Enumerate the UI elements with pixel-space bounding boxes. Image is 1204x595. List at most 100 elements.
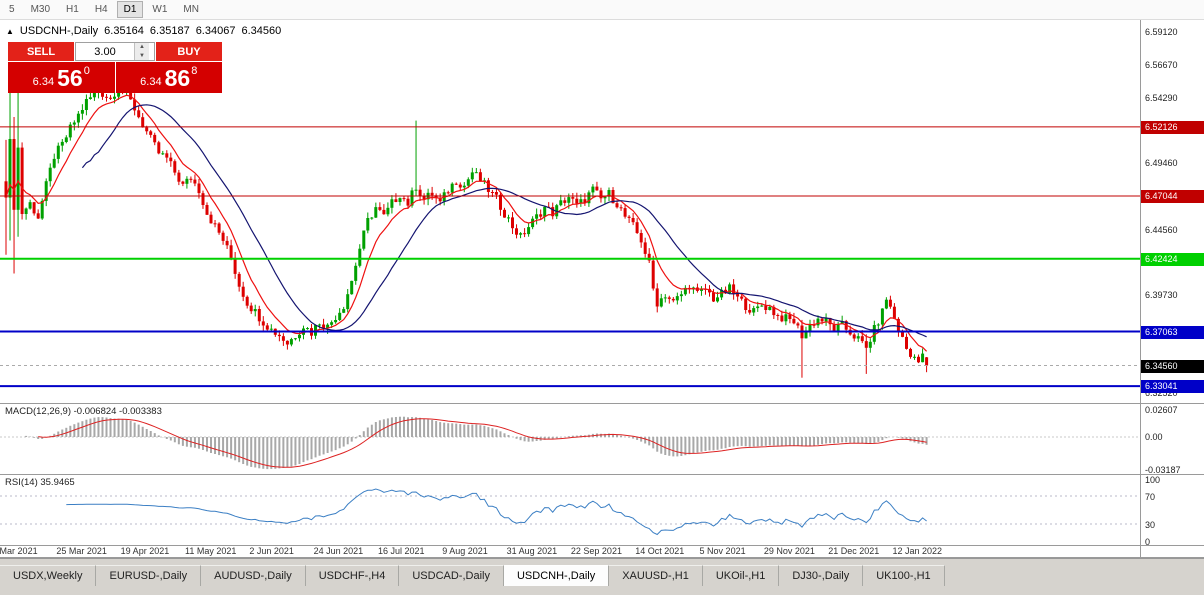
timeframe-button-d1[interactable]: D1 bbox=[116, 1, 144, 18]
timeframe-button-5[interactable]: 5 bbox=[9, 4, 15, 15]
candle-body bbox=[752, 308, 756, 313]
pane-separator[interactable] bbox=[0, 474, 1204, 475]
candle-body bbox=[289, 339, 293, 345]
chart-tab-usdcad-daily[interactable]: USDCAD-,Daily bbox=[399, 565, 504, 586]
volume-increase-button[interactable]: ▲ bbox=[135, 43, 149, 52]
candle-body bbox=[627, 216, 631, 218]
volume-input[interactable] bbox=[76, 43, 134, 60]
candle-body bbox=[659, 298, 663, 307]
workspace-bottom-border bbox=[0, 557, 1204, 558]
chart-tab-usdx-weekly[interactable]: USDX,Weekly bbox=[0, 565, 97, 586]
candle-body bbox=[32, 202, 36, 214]
candle-body bbox=[410, 190, 414, 206]
timeframe-button-h4[interactable]: H4 bbox=[94, 4, 108, 15]
candle-body bbox=[880, 308, 884, 325]
candle-body bbox=[623, 208, 627, 217]
time-axis[interactable]: 3 Mar 2021 25 Mar 2021 19 Apr 2021 11 May 2… bbox=[0, 546, 1140, 558]
candle-body bbox=[354, 265, 358, 281]
candle-body bbox=[494, 192, 498, 195]
candle-body bbox=[285, 340, 289, 345]
candle-body bbox=[346, 294, 350, 310]
candle-body bbox=[217, 223, 221, 233]
candle-body bbox=[740, 296, 744, 299]
symbol-marker-icon: ▲ bbox=[6, 26, 14, 36]
candle-body bbox=[370, 217, 374, 219]
ask-price-box[interactable]: 6.34 86 8 bbox=[115, 62, 222, 93]
candle-body bbox=[265, 325, 269, 330]
candle-body bbox=[334, 320, 338, 323]
ohlc-close-value: 6.34560 bbox=[241, 25, 282, 37]
candle-body bbox=[655, 288, 659, 307]
candle-body bbox=[571, 197, 575, 199]
chart-tab-xauusd-h1[interactable]: XAUUSD-,H1 bbox=[609, 565, 703, 586]
chart-tab-ukoil-h1[interactable]: UKOil-,H1 bbox=[702, 565, 780, 586]
candle-body bbox=[406, 198, 410, 206]
candle-body bbox=[716, 297, 719, 302]
chart-tab-usdchf-h4[interactable]: USDCHF-,H4 bbox=[305, 565, 400, 586]
candle-body bbox=[909, 348, 912, 357]
buy-button[interactable]: BUY bbox=[156, 42, 222, 61]
candle-body bbox=[792, 318, 796, 324]
price-chart-canvas[interactable] bbox=[0, 20, 1140, 403]
candle-body bbox=[430, 192, 434, 196]
candle-body bbox=[80, 110, 84, 114]
bid-price-major: 6.34 bbox=[32, 76, 55, 88]
candle-body bbox=[205, 205, 209, 215]
chart-workspace: ▲ USDCNH-,Daily 6.35164 6.35187 6.34067 … bbox=[0, 20, 1204, 558]
price-axis-tick: 6.54290 bbox=[1145, 92, 1178, 103]
candle-body bbox=[358, 248, 362, 266]
candle-body bbox=[402, 198, 406, 200]
timeframe-button-h1[interactable]: H1 bbox=[66, 4, 79, 15]
candle-body bbox=[539, 214, 543, 217]
bid-price-pips: 56 bbox=[57, 65, 83, 91]
price-axis-tick: 6.39730 bbox=[1145, 290, 1178, 301]
timeframe-button-w1[interactable]: W1 bbox=[152, 4, 168, 15]
rsi-indicator-canvas[interactable] bbox=[0, 475, 1140, 545]
candle-body bbox=[209, 214, 213, 224]
price-axis[interactable]: 6.59120 6.56670 6.54290 6.49460 6.44560 6.397… bbox=[1140, 20, 1204, 558]
candle-body bbox=[462, 185, 466, 188]
rsi-axis-tick: 100 bbox=[1145, 475, 1161, 485]
time-axis-label: 22 Sep 2021 bbox=[570, 546, 622, 556]
chart-plot-area[interactable]: ▲ USDCNH-,Daily 6.35164 6.35187 6.34067 … bbox=[0, 20, 1140, 558]
candle-body bbox=[470, 172, 474, 180]
macd-axis-tick: 0.02607 bbox=[1145, 405, 1178, 416]
candle-body bbox=[366, 218, 370, 231]
candle-body bbox=[756, 306, 760, 309]
candle-body bbox=[675, 296, 679, 301]
candle-body bbox=[4, 181, 8, 198]
candle-body bbox=[490, 192, 494, 193]
candle-body bbox=[643, 242, 647, 254]
candle-body bbox=[700, 288, 703, 291]
candle-body bbox=[768, 306, 772, 310]
candle-body bbox=[788, 314, 792, 319]
candle-body bbox=[269, 328, 273, 330]
candle-body bbox=[185, 178, 189, 184]
price-axis-tick: 6.44560 bbox=[1145, 224, 1178, 235]
candle-body bbox=[253, 309, 257, 312]
sell-button[interactable]: SELL bbox=[8, 42, 74, 61]
timeframe-button-mn[interactable]: MN bbox=[183, 4, 199, 15]
candle-body bbox=[872, 325, 876, 342]
chart-tab-usdcnh-daily[interactable]: USDCNH-,Daily bbox=[503, 565, 610, 586]
chart-tab-eurusd-daily[interactable]: EURUSD-,Daily bbox=[96, 565, 202, 586]
chart-tab-dj30-daily[interactable]: DJ30-,Daily bbox=[779, 565, 864, 586]
pane-separator[interactable] bbox=[0, 403, 1204, 404]
candle-body bbox=[257, 309, 261, 322]
candle-body bbox=[8, 139, 12, 198]
candle-body bbox=[563, 200, 567, 203]
candle-body bbox=[438, 197, 442, 202]
candle-body bbox=[105, 96, 108, 98]
candle-body bbox=[575, 198, 579, 204]
candle-body bbox=[724, 289, 728, 294]
macd-indicator-canvas[interactable] bbox=[0, 404, 1140, 474]
candle-body bbox=[876, 324, 880, 326]
bid-price-box[interactable]: 6.34 56 0 bbox=[8, 62, 115, 93]
timeframe-button-m30[interactable]: M30 bbox=[30, 4, 51, 15]
chart-tab-audusd-daily[interactable]: AUDUSD-,Daily bbox=[201, 565, 306, 586]
chart-tab-uk100-h1[interactable]: UK100-,H1 bbox=[863, 565, 945, 586]
volume-decrease-button[interactable]: ▼ bbox=[135, 51, 149, 60]
candle-body bbox=[362, 230, 366, 249]
candle-body bbox=[40, 200, 44, 219]
candle-body bbox=[860, 336, 864, 342]
